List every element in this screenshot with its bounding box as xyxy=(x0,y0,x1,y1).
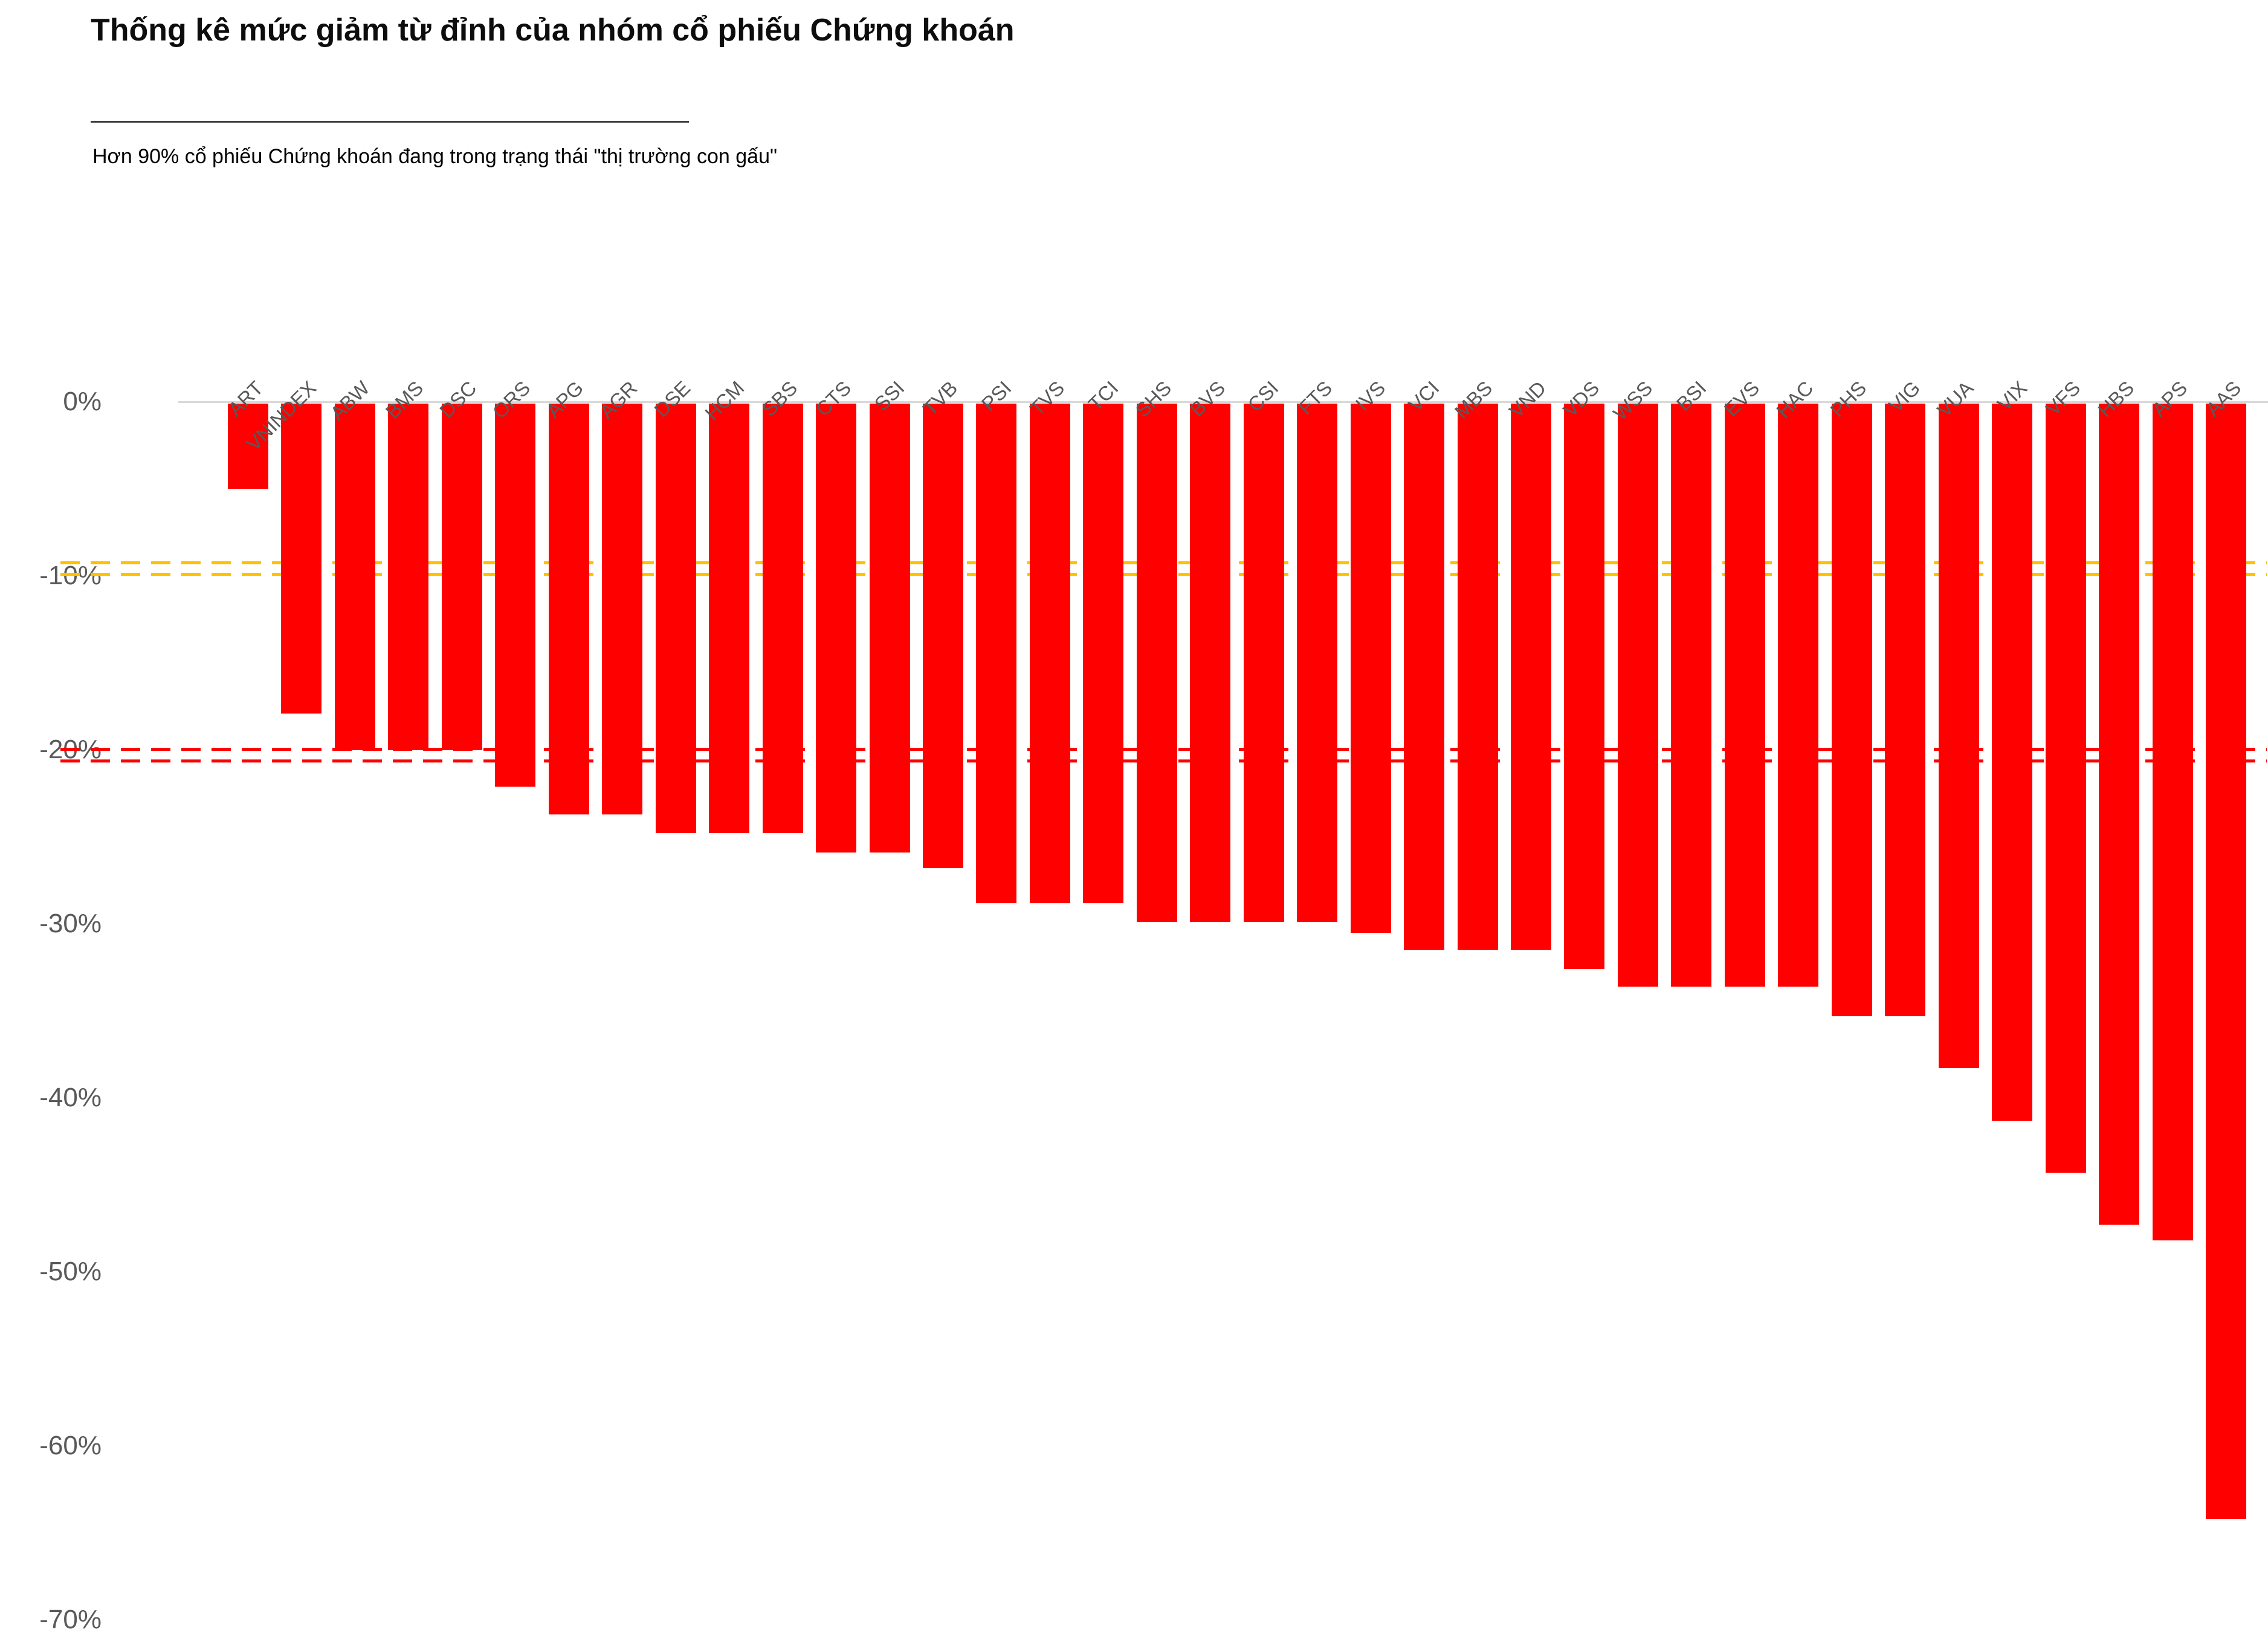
title-underline xyxy=(91,121,689,123)
bar-IVS xyxy=(1350,404,1391,933)
bar-DSE xyxy=(655,404,696,834)
bar-FTS xyxy=(1297,404,1338,923)
bar-AAS xyxy=(2206,404,2246,1520)
bar-AGR xyxy=(602,404,643,814)
bar-APS xyxy=(2152,404,2193,1241)
bar-VCI xyxy=(1404,404,1445,950)
bar-HBS xyxy=(2099,404,2140,1225)
bar-WSS xyxy=(1617,404,1658,987)
bar-ART xyxy=(228,404,268,489)
bar-CSI xyxy=(1243,404,1284,923)
bar-TVB xyxy=(922,404,963,868)
y-tick--40: -40% xyxy=(39,1083,102,1112)
bar-BMS xyxy=(388,404,429,750)
bar-SHS xyxy=(1136,404,1177,923)
y-tick--60: -60% xyxy=(39,1431,102,1460)
chart-subtitle: Hơn 90% cổ phiếu Chứng khoán đang trong … xyxy=(92,145,778,168)
bar-TVS xyxy=(1029,404,1070,903)
bar-VND xyxy=(1511,404,1552,950)
bar-DSC xyxy=(441,404,482,750)
bar-VIX xyxy=(1992,404,2033,1121)
bar-HCM xyxy=(709,404,750,834)
bar-VFS xyxy=(2045,404,2086,1173)
bar-BVS xyxy=(1190,404,1231,923)
bar-TCI xyxy=(1083,404,1124,903)
bar-EVS xyxy=(1724,404,1765,987)
bar-VNINDEX xyxy=(281,404,322,714)
bar-MBS xyxy=(1457,404,1498,950)
bar-PHS xyxy=(1831,404,1872,1016)
bar-ORS xyxy=(495,404,536,787)
y-tick--30: -30% xyxy=(39,909,102,938)
bar-HAC xyxy=(1778,404,1819,987)
bar-VIG xyxy=(1885,404,1926,1016)
bar-CTS xyxy=(816,404,857,853)
bar-VDS xyxy=(1564,404,1605,969)
bar-VUA xyxy=(1938,404,1979,1069)
bar-PSI xyxy=(976,404,1017,903)
y-tick-0: 0% xyxy=(63,387,102,416)
bar-SSI xyxy=(869,404,910,853)
bar-APG xyxy=(548,404,589,814)
y-tick--50: -50% xyxy=(39,1257,102,1286)
x-axis-line xyxy=(178,401,2268,403)
chart-title: Thống kê mức giảm từ đỉnh của nhóm cổ ph… xyxy=(91,13,1015,48)
bar-SBS xyxy=(762,404,803,834)
bar-BSI xyxy=(1671,404,1712,987)
bar-ABW xyxy=(334,404,375,750)
y-tick--70: -70% xyxy=(39,1605,102,1634)
